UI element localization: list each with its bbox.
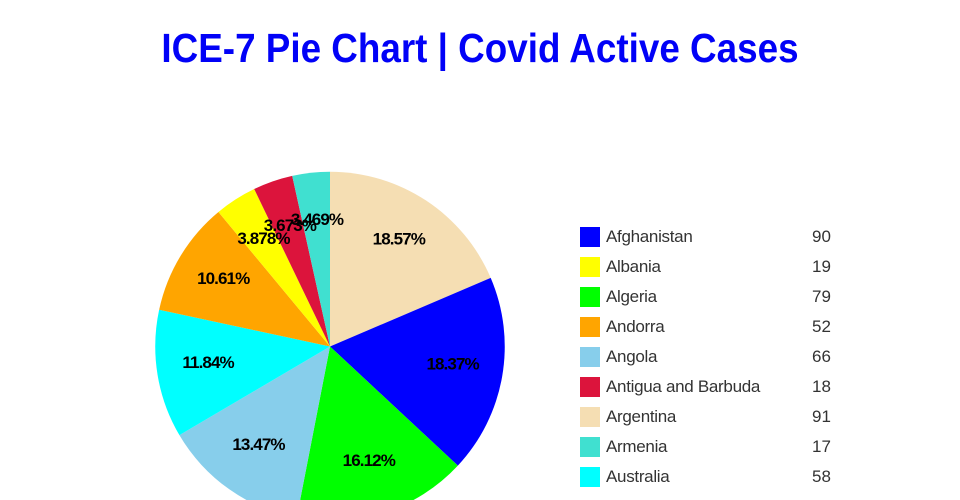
svg-text:16.12%: 16.12% — [343, 451, 396, 470]
svg-text:18.57%: 18.57% — [373, 230, 426, 249]
svg-text:3.673%: 3.673% — [264, 216, 317, 235]
svg-text:18.37%: 18.37% — [426, 355, 479, 374]
svg-text:3.469%: 3.469% — [291, 210, 344, 229]
svg-text:11.84%: 11.84% — [182, 353, 234, 372]
svg-text:13.47%: 13.47% — [232, 435, 285, 454]
svg-text:3.878%: 3.878% — [237, 229, 290, 248]
svg-text:10.61%: 10.61% — [197, 269, 250, 288]
